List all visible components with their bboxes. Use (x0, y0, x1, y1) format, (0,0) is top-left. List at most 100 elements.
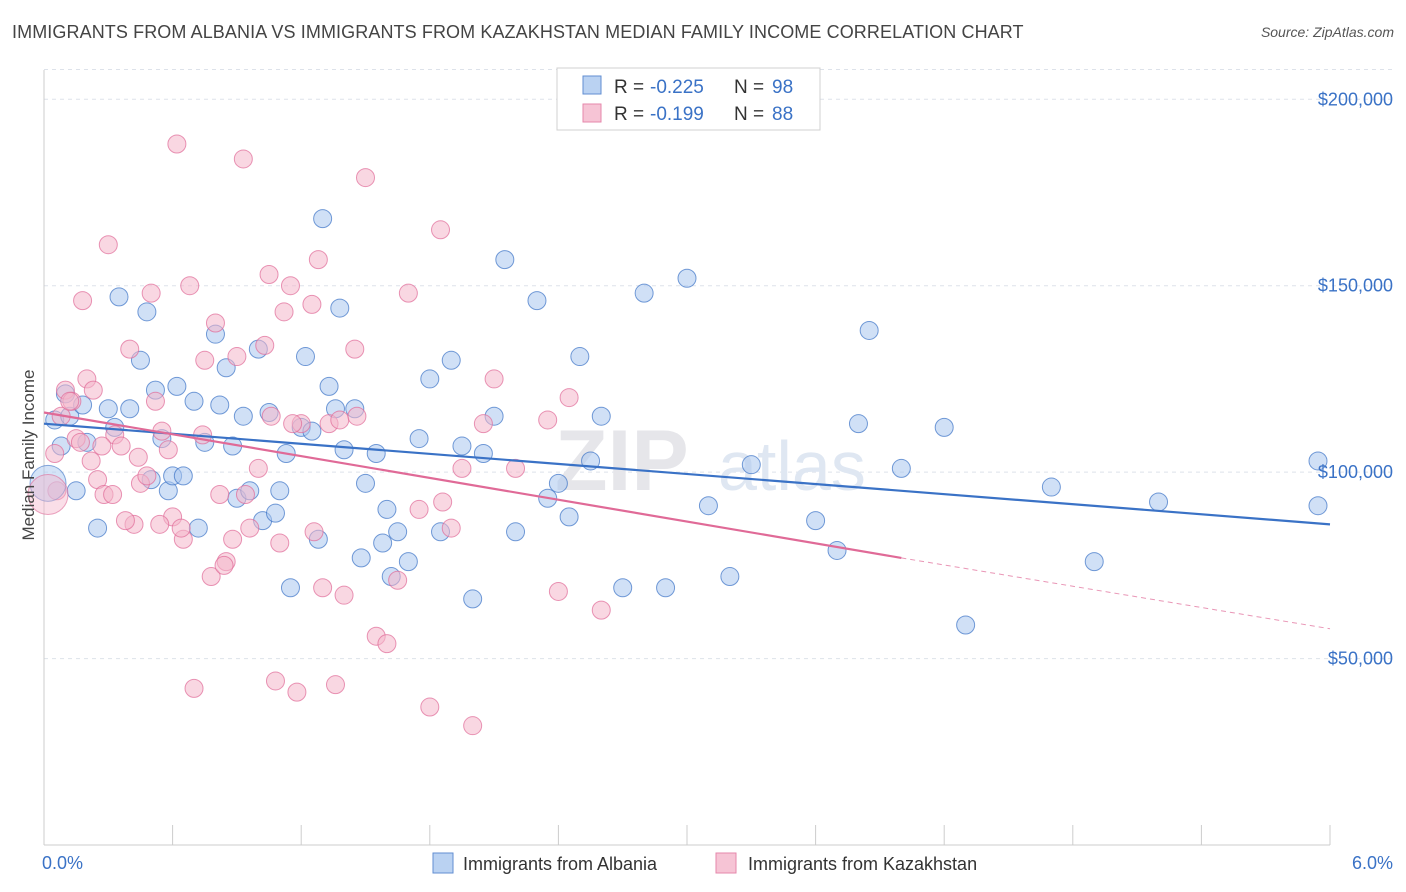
legend-swatch-albania (582, 75, 602, 95)
albania-point-84 (891, 458, 911, 478)
kazakhstan-point-17 (141, 283, 161, 303)
kazakhstan-point-34 (240, 518, 260, 538)
legend-n-value-2: 88 (772, 104, 793, 125)
kazakhstan-point-87 (433, 492, 453, 512)
kazakhstan-point-77 (128, 447, 148, 467)
albania-point-39 (295, 347, 315, 367)
albania-point-45 (330, 298, 350, 318)
legend-swatch-kazakhstan (582, 103, 602, 123)
albania-point-19 (167, 376, 187, 396)
albania-point-51 (373, 533, 393, 553)
kazakhstan-point-78 (150, 514, 170, 534)
kazakhstan-point-50 (334, 585, 354, 605)
bottom-legend-swatch-albania (432, 852, 454, 874)
chart-source: Source: ZipAtlas.com (1260, 24, 1394, 40)
kazakhstan-point-62 (463, 716, 483, 736)
kazakhstan-point-66 (538, 410, 558, 430)
kazakhstan-point-64 (484, 369, 504, 389)
kazakhstan-point-56 (398, 283, 418, 303)
albania-point-86 (956, 615, 976, 635)
kazakhstan-point-27 (201, 567, 221, 587)
albania-point-75 (656, 578, 676, 598)
albania-point-25 (210, 395, 230, 415)
kazakhstan-point-60 (441, 518, 461, 538)
kazakhstan-point-37 (259, 265, 279, 285)
albania-point-70 (570, 347, 590, 367)
y-tick-label-2: $150,000 (1318, 276, 1393, 296)
kazakhstan-point-31 (223, 529, 243, 549)
kazakhstan-point-54 (377, 634, 397, 654)
albania-point-13 (137, 302, 157, 322)
kazakhstan-point-large (27, 474, 69, 516)
albania-point-10 (109, 287, 129, 307)
kazakhstan-point-86 (347, 406, 367, 426)
albania-point-52 (377, 499, 397, 519)
albania-point-81 (827, 540, 847, 560)
bottom-legend: Immigrants from Albania Immigrants from … (432, 852, 977, 874)
kazakhstan-point-39 (270, 533, 290, 553)
albania-point-54 (388, 522, 408, 542)
albania-point-55 (398, 552, 418, 572)
kazakhstan-point-22 (167, 134, 187, 154)
watermark-zip: ZIP (555, 413, 689, 509)
kazakhstan-point-41 (280, 276, 300, 296)
albania-point-60 (452, 436, 472, 456)
axes (43, 70, 1331, 846)
legend-r-value-2: -0.199 (650, 104, 704, 125)
y-tick-label-1: $100,000 (1318, 462, 1393, 482)
kazakhstan-point-36 (255, 335, 275, 355)
bottom-legend-swatch-kazakhstan (715, 852, 737, 874)
albania-point-46 (334, 440, 354, 460)
kazakhstan-point-63 (473, 414, 493, 434)
albania-point-4 (66, 481, 86, 501)
albania-point-11 (120, 399, 140, 419)
albania-point-77 (698, 496, 718, 516)
albania-point-83 (859, 320, 879, 340)
albania-point-72 (591, 406, 611, 426)
chart-title: IMMIGRANTS FROM ALBANIA VS IMMIGRANTS FR… (12, 22, 1024, 42)
kazakhstan-point-67 (548, 581, 568, 601)
albania-point-76 (677, 268, 697, 288)
albania-point-56 (409, 429, 429, 449)
kazakhstan-point-71 (60, 391, 80, 411)
albania-point-42 (313, 209, 333, 229)
kazakhstan-point-58 (420, 697, 440, 717)
y-axis-title: Median Family Income (19, 369, 38, 540)
albania-point-69 (559, 507, 579, 527)
watermark-atlas: atlas (718, 427, 866, 505)
albania-point-20 (173, 466, 193, 486)
kazakhstan-point-16 (137, 466, 157, 486)
kazakhstan-point-44 (302, 294, 322, 314)
albania-point-59 (441, 350, 461, 370)
albania-point-34 (265, 503, 285, 523)
kazakhstan-point-52 (356, 168, 375, 188)
kazakhstan-point-48 (325, 675, 345, 695)
bottom-legend-label-albania: Immigrants from Albania (463, 854, 658, 874)
y-tick-labels: $50,000 $100,000 $150,000 $200,000 (1318, 89, 1393, 668)
data-points (27, 134, 1328, 736)
kazakhstan-trend-dashed (901, 557, 1331, 630)
kazakhstan-point-72 (70, 432, 90, 452)
kazakhstan-point-68 (559, 388, 579, 408)
kazakhstan-point-75 (103, 485, 123, 505)
kazakhstan-point-5 (73, 291, 93, 311)
albania-point-68 (548, 473, 568, 493)
x-tick-labels: 0.0% 6.0% (42, 853, 1393, 873)
kazakhstan-point-38 (265, 671, 285, 691)
albania-point-91 (1308, 496, 1328, 516)
albania-point-62 (473, 444, 493, 463)
legend-n-label-2: N = (734, 104, 764, 125)
x-tick-label-0: 0.0% (42, 853, 83, 873)
kazakhstan-point-18 (145, 391, 165, 411)
legend-box: R = -0.225 N = 98 R = -0.199 N = 88 (556, 67, 821, 131)
albania-point-65 (506, 522, 526, 542)
bottom-legend-label-kazakhstan: Immigrants from Kazakhstan (748, 854, 977, 874)
kazakhstan-point-13 (120, 339, 140, 359)
albania-point-89 (1149, 492, 1169, 512)
kazakhstan-point-45 (308, 250, 328, 270)
y-tick-label-0: $50,000 (1328, 649, 1393, 669)
kazakhstan-point-46 (313, 578, 333, 598)
albania-point-22 (188, 518, 208, 538)
kazakhstan-point-61 (452, 458, 472, 478)
